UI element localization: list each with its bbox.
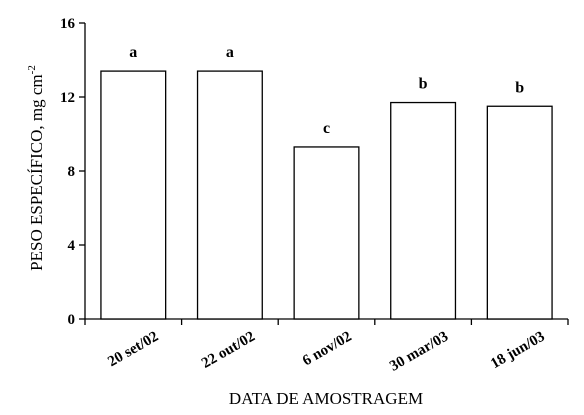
significance-letter: c: [323, 120, 330, 137]
x-tick-label: 22 out/02: [199, 329, 258, 372]
x-tick-label: 30 mar/03: [387, 329, 451, 375]
y-tick-label: 8: [68, 164, 76, 180]
x-tick-label: 18 jun/03: [488, 329, 548, 373]
significance-letter: a: [129, 44, 137, 61]
x-axis: [84, 318, 569, 325]
x-tick-label: 20 set/02: [105, 329, 161, 371]
y-axis: [79, 22, 86, 320]
y-tick-labels: 0 4 8 12 16: [60, 16, 76, 328]
x-axis-title: DATA DE AMOSTRAGEM: [229, 389, 423, 408]
bar: [293, 146, 360, 320]
bar: [196, 70, 263, 320]
x-tick-labels: 20 set/02 22 out/02 6 nov/02 30 mar/03 18 ju…: [105, 329, 547, 375]
bars: [100, 70, 553, 320]
bar: [100, 70, 167, 320]
bar: [390, 101, 457, 320]
y-axis-title: PESO ESPECÍFICO, mg cm-2: [26, 65, 46, 271]
y-axis-title-superscript: -2: [26, 65, 38, 74]
y-tick-label: 12: [60, 90, 75, 106]
x-tick-label: 6 nov/02: [300, 329, 355, 370]
y-tick-label: 16: [60, 16, 76, 32]
y-axis-title-main: PESO ESPECÍFICO, mg cm: [27, 74, 46, 270]
significance-letter: b: [515, 79, 524, 96]
bar: [486, 105, 553, 320]
significance-letter: a: [226, 44, 234, 61]
y-tick-label: 0: [68, 312, 76, 328]
significance-labels: a a c b b: [129, 44, 524, 137]
y-tick-label: 4: [68, 238, 76, 254]
significance-letter: b: [419, 76, 428, 93]
